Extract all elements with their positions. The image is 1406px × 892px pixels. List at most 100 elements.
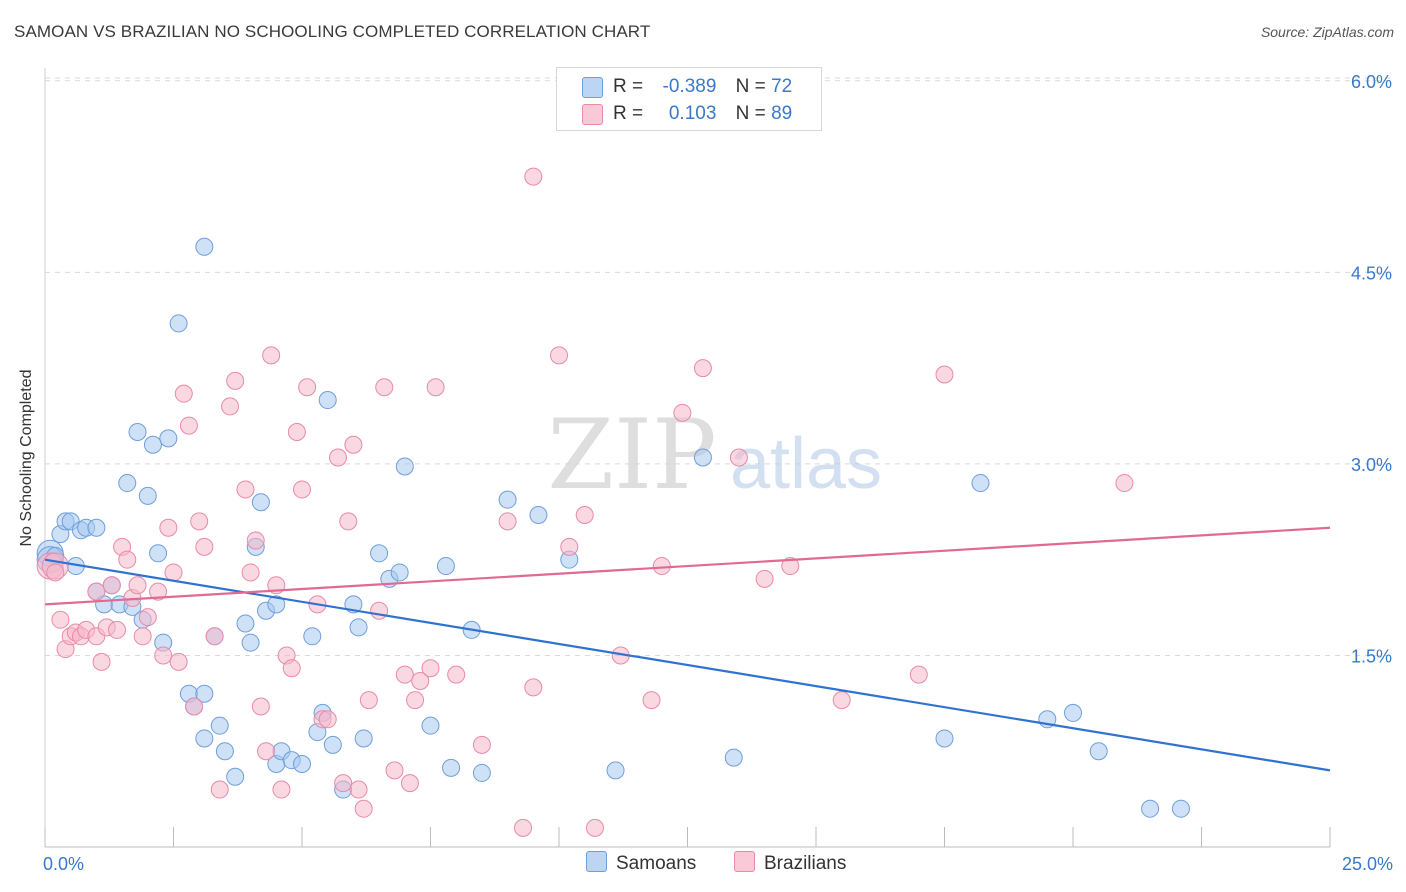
samoan-point: [1089, 742, 1108, 761]
brazilian-point: [524, 678, 543, 697]
brazilian-point: [241, 563, 260, 582]
samoans-trend-line: [44, 558, 1331, 772]
samoan-point: [293, 754, 311, 773]
watermark-atlas: atlas: [730, 424, 882, 504]
samoan-point: [138, 486, 157, 505]
brazilian-point: [344, 435, 363, 454]
brazilian-point: [339, 512, 358, 531]
brazilians-r-value: 0.103: [668, 103, 717, 124]
brazilian-point: [298, 378, 317, 397]
brazilian-point: [107, 620, 126, 639]
brazilian-point: [385, 761, 404, 780]
brazilian-point: [498, 512, 517, 531]
samoan-point: [303, 627, 322, 646]
samoan-point: [143, 435, 162, 454]
brazilians-n-value: 89: [771, 103, 793, 124]
brazilian-point: [236, 480, 255, 499]
brazilians-n-label: N =: [735, 103, 766, 124]
brazilian-point: [400, 774, 419, 793]
brazilian-point: [472, 735, 491, 754]
brazilian-point: [133, 627, 152, 646]
brazilians-points: [36, 167, 1134, 837]
brazilian-point: [102, 576, 121, 595]
samoan-point: [349, 618, 368, 637]
samoans-swatch: [582, 77, 603, 98]
samoan-point: [472, 763, 491, 782]
samoan-point: [724, 748, 743, 767]
samoan-point: [693, 448, 712, 467]
brazilian-point: [909, 665, 928, 684]
brazilian-point: [282, 659, 301, 678]
brazilian-point: [195, 537, 214, 556]
brazilian-point: [118, 550, 137, 569]
brazilian-point: [550, 346, 568, 365]
brazilian-point: [514, 818, 533, 837]
brazilian-point: [349, 780, 368, 799]
bottom-legend-samoans: Samoans: [586, 851, 696, 875]
y-tick-label: 3.0%: [1351, 455, 1392, 475]
brazilian-point: [293, 480, 311, 499]
y-tick-label: 6.0%: [1351, 72, 1392, 92]
brazilian-point: [226, 371, 245, 390]
samoan-point: [421, 716, 440, 735]
brazilian-point: [755, 569, 774, 588]
brazilian-point: [652, 557, 671, 576]
brazilian-point: [246, 531, 265, 550]
brazilian-point: [128, 576, 147, 595]
brazilian-point: [524, 167, 543, 186]
brazilian-point: [262, 346, 281, 365]
samoan-point: [118, 474, 137, 493]
samoan-point: [935, 729, 954, 748]
brazilian-point: [190, 512, 209, 531]
brazilian-point: [334, 774, 353, 793]
brazilian-point: [46, 563, 65, 582]
brazilian-point: [174, 384, 193, 403]
brazilian-point: [179, 416, 198, 435]
brazilian-point: [205, 627, 224, 646]
brazilian-point: [272, 780, 291, 799]
brazilian-point: [575, 505, 594, 524]
samoan-point: [169, 314, 188, 333]
samoans-n-value: 72: [771, 76, 793, 97]
samoan-point: [323, 735, 342, 754]
brazilian-point: [426, 378, 445, 397]
brazilian-point: [210, 780, 229, 799]
bottom-legend-brazilians: Brazilians: [734, 851, 846, 875]
samoan-point: [971, 474, 990, 493]
brazilians-legend-swatch: [734, 851, 755, 872]
brazilian-point: [354, 799, 373, 818]
brazilian-point: [673, 403, 692, 422]
samoans-n-label: N =: [735, 76, 766, 97]
correlation-legend: R = -0.389 N = 72 R = 0.103 N = 89: [556, 67, 822, 131]
samoan-point: [128, 422, 147, 441]
brazilian-point: [87, 582, 106, 601]
samoan-point: [87, 518, 106, 537]
trend-lines: [44, 526, 1331, 772]
samoan-point: [267, 595, 286, 614]
x-tick-label: 0.0%: [43, 854, 84, 874]
samoans-r-label: R =: [613, 76, 644, 97]
brazilian-point: [51, 610, 70, 629]
brazilian-point: [251, 697, 270, 716]
brazilian-point: [154, 646, 173, 665]
y-tick-label: 4.5%: [1351, 263, 1392, 283]
samoan-point: [226, 767, 245, 786]
brazilian-point: [447, 665, 466, 684]
brazilian-point: [318, 710, 337, 729]
samoan-point: [241, 633, 260, 652]
brazilian-point: [159, 518, 178, 537]
samoan-point: [529, 505, 548, 524]
brazilians-r-label: R =: [613, 103, 644, 124]
brazilian-point: [185, 697, 204, 716]
y-tick-label: 1.5%: [1351, 646, 1392, 666]
brazilians-trend-line: [44, 526, 1331, 606]
samoan-point: [370, 544, 389, 563]
brazilian-point: [328, 448, 347, 467]
brazilian-point: [287, 422, 306, 441]
brazilian-point: [221, 397, 240, 416]
samoans-points: [36, 237, 1190, 818]
brazilian-point: [781, 557, 800, 576]
brazilian-point: [169, 652, 188, 671]
brazilian-point: [411, 671, 430, 690]
